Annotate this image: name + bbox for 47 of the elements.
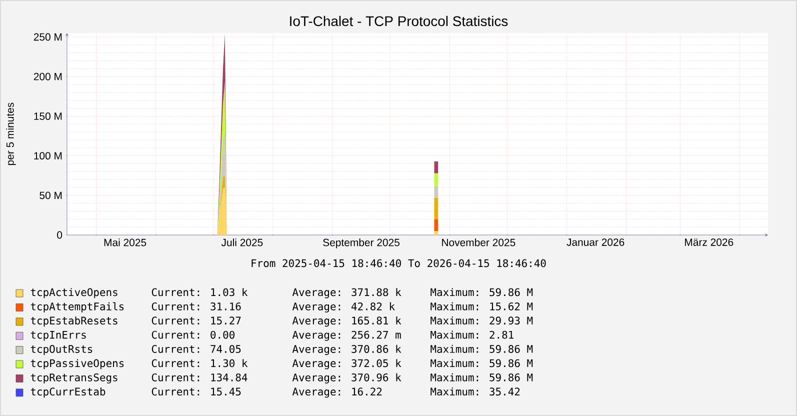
y-tick-label: 0 — [57, 231, 62, 239]
legend-label: tcpCurrEstab — [30, 387, 106, 398]
y-tick-label: 200 M — [34, 72, 62, 80]
text: Average: 165.81 k — [292, 316, 402, 327]
text: Current: 134.84 — [152, 373, 248, 382]
y-axis-title: per 5 minutes — [6, 102, 16, 166]
text: Maximum: 35.42 — [430, 387, 520, 396]
x-tick-label: November 2025 — [442, 238, 516, 246]
legend-label: tcpActiveOpens — [30, 288, 118, 298]
x-tick-label: September 2025 — [323, 238, 400, 248]
text: Current: 15.27 — [152, 316, 241, 325]
text: Average: 371.88 k — [292, 288, 402, 298]
legend-label: tcpAttemptFails — [30, 302, 124, 312]
text: Average: 256.27 m — [292, 330, 401, 341]
y-tick-label: 100 M — [34, 152, 62, 160]
text: Current: 15.45 — [152, 388, 241, 396]
text: Maximum: 15.62 M — [430, 302, 533, 310]
x-tick-label: Mai 2025 — [104, 238, 146, 246]
legend-label: tcpPassiveOpens — [30, 359, 124, 370]
text: Maximum: 59.86 M — [430, 288, 533, 296]
y-tick-label: 250 M — [34, 33, 62, 41]
x-tick-label: Januar 2026 — [566, 238, 624, 246]
legend-label: tcpRetransSegs — [30, 373, 118, 384]
text: Average: 370.86 k — [292, 344, 402, 356]
legend-label: tcpEstabResets — [30, 316, 118, 327]
text: Average: 16.22 — [292, 388, 382, 398]
text: Maximum: 59.86 M — [430, 359, 533, 368]
text: Maximum: 59.86 M — [430, 373, 533, 382]
text: Average: 372.05 k — [292, 359, 402, 370]
text: Maximum: 29.93 M — [430, 316, 533, 325]
text: Current: 1.30 k — [152, 359, 248, 368]
legend-label: tcpOutRsts — [30, 345, 92, 355]
y-tick-label: 50 M — [40, 192, 62, 200]
x-tick-label: Juli 2025 — [221, 238, 263, 246]
legend-label: tcpInErrs — [30, 330, 86, 341]
text: Average: 370.96 k — [292, 373, 402, 384]
text: Current: 0.00 — [152, 330, 234, 339]
text: Maximum: 2.81 — [430, 330, 514, 339]
text: Average: 42.82 k — [292, 302, 395, 312]
text: Current: 31.16 — [152, 302, 241, 310]
text: Maximum: 59.86 M — [430, 344, 533, 353]
text: Current: 74.05 — [152, 345, 241, 353]
text: Current: 1.03 k — [152, 288, 248, 296]
text: From 2025-04-15 18:46:40 To 2026-04-15 18:46:40 — [252, 259, 546, 268]
x-tick-label: März 2026 — [685, 238, 734, 246]
chart-title: IoT-Chalet - TCP Protocol Statistics — [290, 16, 508, 26]
y-tick-label: 150 M — [34, 112, 62, 120]
